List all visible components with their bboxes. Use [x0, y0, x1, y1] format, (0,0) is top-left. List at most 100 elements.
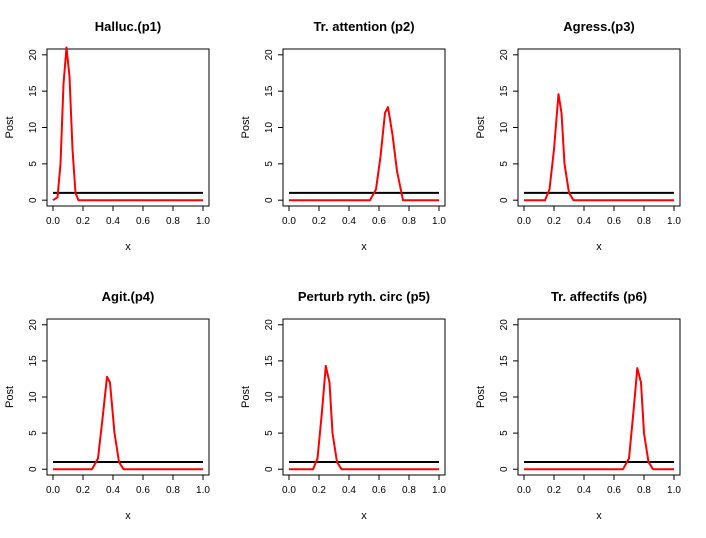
plot-frame [282, 48, 446, 207]
x-tick-label: 0.0 [46, 485, 60, 496]
y-tick-label: 15 [264, 85, 275, 97]
y-axis-label: Post [4, 386, 16, 408]
y-tick-label: 10 [264, 122, 275, 134]
x-tick-label: 0.0 [282, 485, 296, 496]
x-tick-label: 1.0 [432, 485, 446, 496]
x-tick-label: 0.2 [76, 485, 90, 496]
y-tick-label: 5 [264, 430, 275, 436]
y-tick-label: 10 [28, 122, 39, 134]
y-tick-label: 0 [499, 466, 510, 472]
chart-title: Agress.(p3) [563, 19, 635, 34]
x-tick-label: 0.4 [342, 485, 356, 496]
y-tick-label: 10 [264, 391, 275, 403]
x-tick-label: 0.6 [607, 485, 621, 496]
y-tick-label: 10 [28, 391, 39, 403]
x-tick-label: 0.8 [637, 216, 651, 227]
y-tick-label: 20 [264, 49, 275, 61]
chart-panel-3: Agress.(p3) 0.0 0.2 0.4 0.6 0.8 1.0 x 0 5 10 15 20 Po… [475, 19, 681, 253]
chart-panel-4: Agit.(p4) 0.0 0.2 0.4 0.6 0.8 1.0 x 0 5 10 15 20 Post [4, 289, 210, 522]
chart-title: Tr. attention (p2) [313, 19, 414, 34]
x-tick-label: 0.2 [76, 216, 90, 227]
y-tick-label: 0 [28, 197, 39, 203]
x-tick-label: 0.8 [166, 216, 180, 227]
x-tick-label: 0.4 [106, 216, 120, 227]
x-tick-label: 0.0 [46, 216, 60, 227]
x-tick-label: 0.4 [577, 485, 591, 496]
x-tick-label: 0.2 [547, 216, 561, 227]
y-axis-label: Post [475, 386, 487, 408]
x-tick-label: 0.6 [607, 216, 621, 227]
y-tick-label: 0 [499, 197, 510, 203]
x-tick-label: 0.0 [517, 485, 531, 496]
y-tick-label: 20 [499, 49, 510, 61]
y-tick-label: 20 [28, 319, 39, 331]
chart-panel-2: Tr. attention (p2) 0.0 0.2 0.4 0.6 0.8 1.0 x 0 5 1… [240, 19, 446, 253]
y-tick-label: 0 [264, 466, 275, 472]
x-tick-label: 1.0 [196, 216, 210, 227]
y-tick-label: 15 [264, 355, 275, 367]
chart-panel-6: Tr. affectifs (p6) 0.0 0.2 0.4 0.6 0.8 1.0 x 0 5 1… [475, 289, 681, 522]
y-tick-label: 15 [499, 85, 510, 97]
y-axis-label: Post [475, 116, 487, 138]
x-tick-label: 0.8 [402, 485, 416, 496]
x-tick-label: 0.2 [547, 485, 561, 496]
x-tick-label: 0.6 [136, 485, 150, 496]
y-tick-label: 0 [264, 197, 275, 203]
x-tick-label: 0.4 [577, 216, 591, 227]
x-tick-label: 0.0 [282, 216, 296, 227]
plot-frame [46, 318, 210, 476]
plot-frame [517, 48, 681, 207]
y-tick-label: 10 [499, 391, 510, 403]
plot-frame [282, 318, 446, 476]
y-tick-label: 15 [28, 355, 39, 367]
y-tick-label: 10 [499, 122, 510, 134]
y-tick-label: 15 [499, 355, 510, 367]
x-tick-label: 0.6 [372, 216, 386, 227]
posterior-curve [289, 364, 439, 471]
y-axis-label: Post [240, 116, 252, 138]
y-tick-label: 5 [264, 161, 275, 167]
x-tick-label: 0.2 [312, 216, 326, 227]
x-tick-label: 1.0 [667, 485, 681, 496]
chart-panel-1: Halluc.(p1) 0.0 0.2 0.4 0.6 0.8 1.0 x 0 5 10 15 20 Po… [4, 19, 210, 253]
chart-panel-5: Perturb ryth. circ (p5) 0.0 0.2 0.4 0.6 0.8 1.… [240, 289, 446, 522]
x-tick-label: 0.2 [312, 485, 326, 496]
x-axis-label: x [361, 510, 367, 522]
x-tick-label: 0.8 [166, 485, 180, 496]
x-tick-label: 0.0 [517, 216, 531, 227]
y-axis-label: Post [240, 386, 252, 408]
x-tick-label: 0.6 [136, 216, 150, 227]
y-tick-label: 5 [28, 161, 39, 167]
y-tick-label: 0 [28, 466, 39, 472]
x-tick-label: 0.6 [372, 485, 386, 496]
x-tick-label: 0.4 [342, 216, 356, 227]
posterior-curve [289, 106, 439, 202]
chart-title: Perturb ryth. circ (p5) [298, 289, 430, 304]
y-tick-label: 15 [28, 85, 39, 97]
y-tick-label: 20 [264, 319, 275, 331]
chart-title: Agit.(p4) [102, 289, 155, 304]
x-tick-label: 0.8 [402, 216, 416, 227]
y-tick-label: 5 [499, 430, 510, 436]
x-axis-label: x [596, 510, 602, 522]
plot-frame [517, 318, 681, 476]
x-tick-label: 0.8 [637, 485, 651, 496]
x-axis-label: x [596, 241, 602, 253]
x-axis-label: x [125, 510, 131, 522]
chart-title: Tr. affectifs (p6) [551, 289, 647, 304]
x-axis-label: x [361, 241, 367, 253]
x-tick-label: 1.0 [196, 485, 210, 496]
y-axis-label: Post [4, 116, 16, 138]
y-tick-label: 5 [499, 161, 510, 167]
y-tick-label: 20 [28, 49, 39, 61]
posterior-curve [52, 46, 203, 202]
x-tick-label: 1.0 [667, 216, 681, 227]
posterior-curve [524, 367, 674, 471]
y-tick-label: 20 [499, 319, 510, 331]
x-tick-label: 0.4 [106, 485, 120, 496]
posterior-curve [524, 93, 674, 202]
x-axis-label: x [125, 241, 131, 253]
y-tick-label: 5 [28, 430, 39, 436]
x-tick-label: 1.0 [432, 216, 446, 227]
